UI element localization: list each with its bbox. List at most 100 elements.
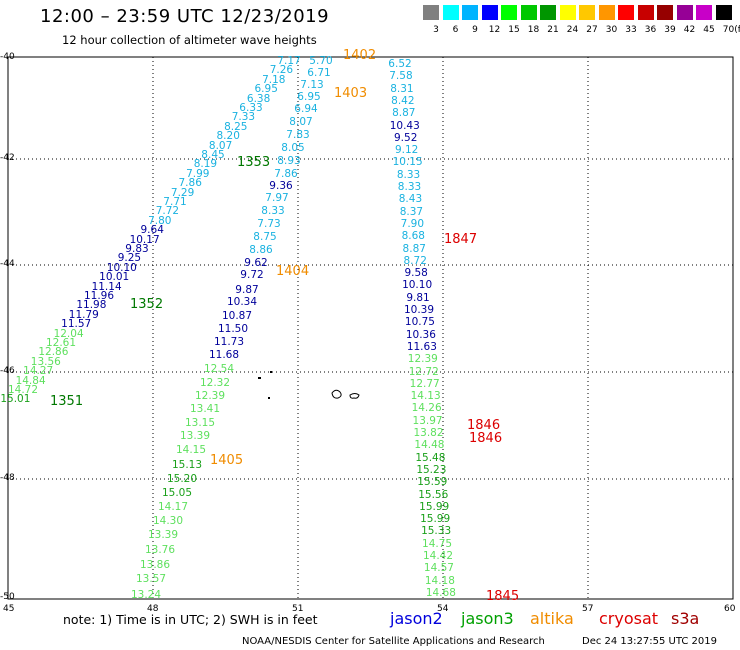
wave-height-value: 9.58 — [404, 267, 428, 280]
wave-height-value: 6.52 — [388, 58, 412, 70]
wave-height-value: 6.94 — [294, 103, 318, 115]
wave-height-value: 12.61 — [45, 337, 77, 349]
legend-swatch — [579, 5, 595, 20]
wave-height-value: 15.99 — [419, 500, 450, 513]
legend-swatch — [501, 5, 517, 20]
wave-height-value: 14.84 — [15, 374, 46, 387]
island-dot — [270, 371, 272, 373]
wave-height-value: 14.26 — [411, 402, 442, 415]
wave-height-value: 15.23 — [416, 463, 447, 476]
wave-height-value: 12.39 — [407, 353, 438, 366]
legend-label: 12 — [488, 25, 501, 35]
wave-height-value: 6.38 — [246, 92, 271, 105]
wave-height-value: 10.15 — [392, 156, 423, 169]
wave-height-value: 15.05 — [161, 487, 193, 499]
wave-height-value: 15.48 — [415, 451, 446, 464]
wave-height-value: 11.73 — [213, 336, 245, 348]
wave-height-value: 9.36 — [269, 180, 293, 192]
wave-height-value: 8.45 — [201, 149, 225, 161]
footer-credit: NOAA/NESDIS Center for Satellite Applica… — [242, 636, 545, 647]
wave-height-value: 8.87 — [402, 242, 426, 255]
pass-time-label: 1404 — [276, 264, 310, 279]
wave-height-value: 14.68 — [425, 586, 456, 599]
wave-height-value: 8.68 — [401, 230, 425, 243]
wave-height-value: 7.99 — [186, 167, 210, 180]
wave-height-value: 7.73 — [257, 218, 281, 230]
wave-height-value: 13.39 — [179, 430, 211, 442]
lon-tick: 45 — [3, 604, 15, 614]
wave-height-value: 15.99 — [420, 513, 451, 526]
wave-height-value: 7.58 — [389, 70, 413, 83]
wave-height-value: 13.76 — [144, 544, 176, 556]
lon-tick: 57 — [582, 604, 594, 614]
wave-height-value: 7.97 — [265, 192, 289, 204]
legend-label: 70 — [722, 25, 735, 35]
legend-label: 45 — [703, 25, 715, 35]
legend-swatch — [598, 5, 615, 20]
wave-height-value: 14.17 — [157, 501, 189, 513]
wave-height-value: 8.87 — [392, 107, 416, 120]
pass-time-label: 1402 — [343, 48, 377, 63]
pass-time-label: 1351 — [50, 394, 84, 409]
wave-height-value: 7.26 — [269, 64, 294, 77]
legend-label: 36 — [644, 25, 657, 35]
wave-height-value: 14.30 — [152, 515, 184, 527]
wave-height-value: 9.83 — [125, 243, 149, 255]
wave-height-value: 9.72 — [240, 269, 264, 281]
wave-height-value: 8.33 — [261, 205, 285, 217]
wave-height-value: 8.20 — [216, 130, 240, 143]
wave-height-value: 10.17 — [129, 233, 160, 246]
lat-tick: -44 — [0, 259, 15, 269]
legend-swatch — [540, 5, 556, 20]
legend-label: 6 — [452, 25, 459, 35]
legend-swatch — [637, 5, 654, 20]
satellite-name: jason3 — [461, 609, 514, 628]
lon-tick: 48 — [147, 604, 159, 614]
wave-height-value: 8.31 — [390, 82, 414, 95]
wave-height-value: 10.39 — [403, 304, 435, 316]
wave-height-value: 10.36 — [405, 328, 436, 341]
legend-swatch — [676, 5, 693, 20]
lon-tick: 60 — [724, 604, 736, 614]
wave-height-value: 8.42 — [391, 94, 415, 107]
satellite-name: altika — [530, 609, 574, 628]
wave-height-value: 7.86 — [274, 168, 298, 180]
wave-height-value: 12.86 — [38, 346, 69, 359]
wave-height-value: 7.33 — [231, 111, 256, 124]
wave-height-value: 8.25 — [224, 120, 248, 133]
wave-height-value: 9.64 — [140, 224, 164, 237]
satellite-name: jason2 — [390, 609, 443, 628]
wave-height-value: 9.12 — [394, 144, 419, 157]
wave-height-value: 15.59 — [417, 476, 448, 489]
wave-height-value: 13.97 — [412, 414, 443, 427]
legend-swatch — [462, 5, 478, 20]
lat-tick: -50 — [0, 592, 15, 602]
satellite-name: cryosat — [599, 609, 659, 628]
island-dot — [268, 397, 270, 399]
legend-swatch — [559, 5, 576, 20]
pass-time-label: 1847 — [444, 232, 478, 247]
wave-height-value: 14.15 — [175, 444, 207, 456]
legend-label: 39 — [664, 25, 676, 35]
wave-height-value: 7.80 — [148, 214, 172, 227]
lon-tick: 51 — [292, 604, 304, 614]
wave-height-value: 12.72 — [408, 365, 439, 378]
lat-tick: -48 — [0, 473, 15, 483]
wave-height-value: 13.57 — [135, 573, 167, 585]
pass-time-label: 1846 — [467, 418, 501, 433]
page-subtitle: 12 hour collection of altimeter wave hei… — [62, 33, 317, 47]
legend-label: 18 — [527, 25, 540, 35]
wave-height-value: 12.04 — [53, 327, 84, 340]
wave-height-value: 14.13 — [410, 390, 441, 403]
footer-note: note: 1) Time is in UTC; 2) SWH is in fe… — [63, 612, 318, 627]
wave-height-value: 11.98 — [76, 299, 107, 312]
legend-swatch — [520, 5, 537, 20]
wave-height-value: 6.71 — [307, 67, 331, 79]
wave-height-value: 8.43 — [398, 193, 423, 206]
wave-height-value: 15.20 — [166, 473, 198, 485]
wave-height-value: 8.19 — [193, 158, 218, 171]
wave-height-value: 8.93 — [277, 155, 301, 167]
map-frame — [7, 56, 734, 600]
footer-timestamp: Dec 24 13:27:55 UTC 2019 — [582, 636, 717, 647]
pass-time-label: 1403 — [334, 86, 368, 101]
